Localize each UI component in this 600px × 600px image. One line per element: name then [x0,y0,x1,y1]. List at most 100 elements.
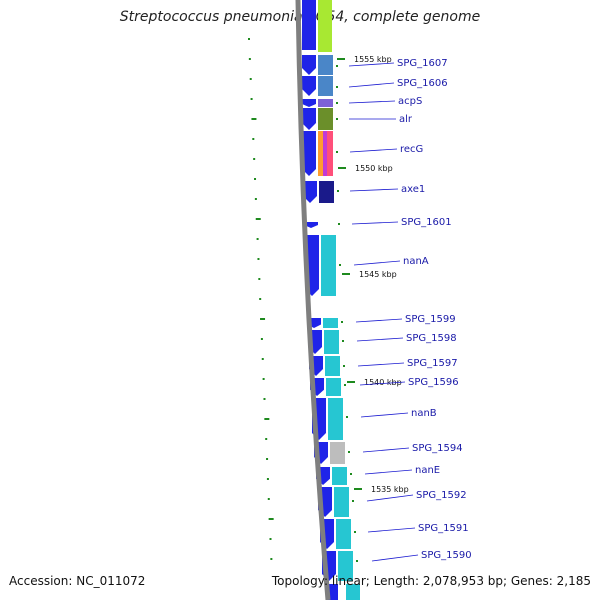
tick-mark [338,223,340,225]
scale-label: 1550 kbp [355,164,393,173]
gene-label: SPG_1594 [412,443,463,454]
tick-mark [344,384,346,386]
gene-leader-line [349,188,399,192]
scale-tick [347,381,355,383]
scale-tick [337,58,345,60]
gene-leader-line [351,221,399,225]
tick-mark [267,498,270,500]
tick-mark [336,86,338,88]
cds-arrow [302,99,316,107]
gene-label: SPG_1591 [418,523,469,534]
gene-label: SPG_1598 [406,333,457,344]
tick-mark [346,416,348,418]
tick-mark [350,473,352,475]
gene-feature [318,55,333,75]
tick-mark [261,358,264,360]
tick-mark [336,118,338,120]
tick-mark [356,560,358,562]
cds-arrow [302,0,316,50]
tick-mark [256,238,259,240]
gene-leader-line [366,494,414,502]
tick-mark [269,538,272,540]
gene-label: recG [400,144,423,155]
gene-label: axe1 [401,184,425,195]
gene-leader-line [371,554,419,562]
gene-leader-line [348,100,396,104]
gene-feature [334,487,349,517]
tick-mark [251,118,257,120]
scale-tick [354,488,362,490]
gene-feature [328,398,343,440]
tick-mark [343,365,345,367]
gene-feature [319,181,334,203]
gene-feature [323,318,338,328]
tick-mark [336,65,338,67]
tick-mark [266,478,269,480]
gene-label: nanA [403,256,429,267]
gene-feature [325,356,340,376]
gene-feature [318,0,332,52]
tick-mark [248,58,251,60]
gene-label: SPG_1592 [416,490,467,501]
tick-mark [252,138,255,140]
scale-labels: 1555 kbp 1550 kbp 1545 kbp 1540 kbp 1535 kbp [337,55,409,494]
tick-marks [248,38,358,562]
tick-mark [265,438,268,440]
tick-mark [264,418,270,420]
tick-mark [268,518,274,520]
accession-text: Accession: NC_011072 [9,574,146,588]
gene-feature [321,235,336,296]
genome-summary-text: Topology: linear; Length: 2,078,953 bp; … [271,574,591,588]
tick-mark [336,151,338,153]
scale-label: 1555 kbp [354,55,392,64]
cds-arrow [302,55,316,75]
scale-label: 1535 kbp [371,485,409,494]
gene-label: acpS [398,96,422,107]
cds-arrow [304,222,318,228]
tick-mark [255,218,261,220]
gene-feature [323,131,327,176]
gene-leader-line [357,362,405,367]
gene-leader-line [349,148,398,153]
tick-mark [270,558,273,560]
gene-label: SPG_1606 [397,78,448,89]
gene-feature [318,99,333,107]
gene-leader-line [364,469,413,475]
gene-label: alr [399,114,413,125]
gene-label: nanB [411,408,437,419]
gene-feature [318,76,333,96]
tick-mark [341,321,343,323]
tick-mark [260,338,263,340]
gene-feature [336,519,351,549]
gene-feature [320,222,335,228]
cds-arrow [303,181,317,203]
tick-mark [262,378,265,380]
gene-feature [327,131,333,176]
tick-mark [249,78,252,80]
scale-tick [342,273,350,275]
gene-leader-line [360,412,409,418]
tick-mark [250,98,253,100]
gene-label: SPG_1601 [401,217,452,228]
gene-leader-line [348,82,395,88]
tick-mark [337,190,339,192]
gene-feature [332,467,347,485]
tick-mark [259,298,262,300]
gene-feature [330,442,345,464]
tick-mark [348,451,350,453]
gene-leader-line [359,381,406,386]
gene-leader-line [348,62,395,67]
gene-label: nanE [415,465,440,476]
gene-feature [338,551,353,581]
scale-label: 1545 kbp [359,270,397,279]
gene-leader-line [355,318,403,323]
genome-backbone [295,0,331,600]
cds-arrow [302,76,316,96]
gene-feature [318,108,333,130]
cds-arrow [302,131,316,176]
gene-leader-line [367,527,416,533]
gene-feature [324,330,339,354]
gene-label: SPG_1596 [408,377,459,388]
tick-mark [339,264,341,266]
